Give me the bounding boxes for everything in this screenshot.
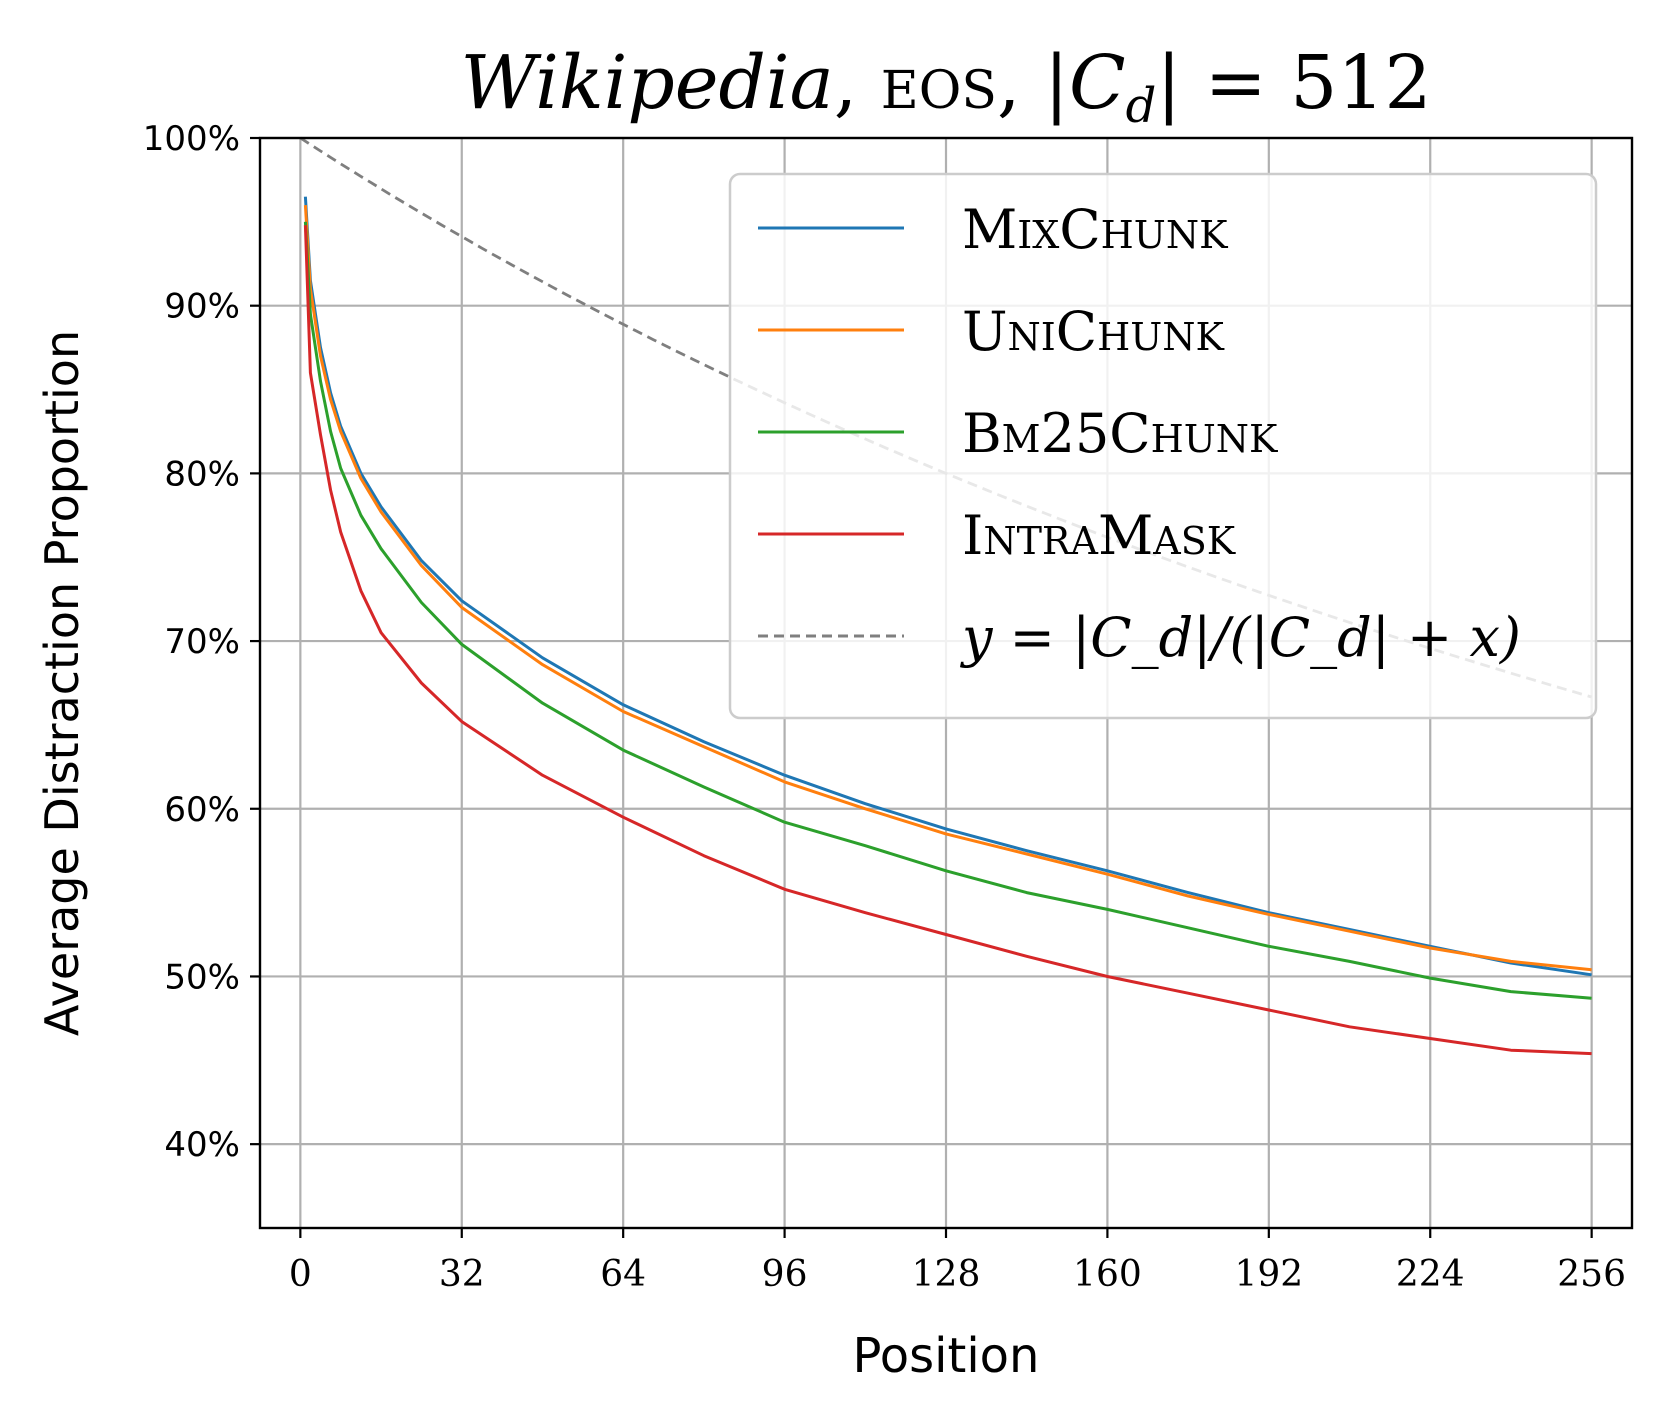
series-layer	[303, 196, 1592, 1056]
legend-label: IntraMask	[962, 504, 1236, 567]
title-smallcaps: eos	[881, 40, 997, 126]
x-tick-label: 32	[439, 1254, 485, 1295]
series-line-mixchunk	[303, 196, 1592, 977]
y-tick-label: 50%	[164, 957, 240, 997]
title-formula-end: | = 512	[1156, 40, 1431, 126]
x-axis: 0 32 64 96 128 160 192 224 256	[289, 1228, 1626, 1295]
y-tick-label: 60%	[164, 790, 240, 830]
series-line-intramask	[303, 225, 1592, 1056]
title-italic: Wikipedia	[460, 40, 833, 126]
y-axis-label: Average Distraction Proportion	[35, 330, 89, 1036]
series-line-bm25chunk	[303, 221, 1592, 1000]
x-tick-label: 160	[1073, 1254, 1142, 1295]
title-formula: |C	[1044, 40, 1126, 126]
x-axis-label: Position	[853, 1328, 1040, 1384]
y-tick-label: 90%	[164, 287, 240, 327]
y-tick-label: 100%	[143, 119, 240, 159]
title-sep-1: ,	[834, 40, 881, 126]
legend-label: UniChunk	[962, 300, 1225, 363]
legend-label: MixChunk	[962, 198, 1228, 261]
x-tick-label: 96	[762, 1254, 808, 1295]
y-tick-label: 70%	[164, 622, 240, 662]
x-tick-label: 128	[912, 1254, 981, 1295]
y-tick-label: 40%	[164, 1125, 240, 1165]
series-line-unichunk	[303, 205, 1592, 972]
legend-box	[728, 172, 1598, 720]
legend-label: y = |C_d|/(|C_d| + x)	[960, 606, 1521, 669]
x-tick-label: 192	[1234, 1254, 1303, 1295]
x-tick-label: 256	[1557, 1254, 1626, 1295]
legend: MixChunk UniChunk Bm25Chunk IntraMask y = |C…	[728, 172, 1598, 720]
legend-label: Bm25Chunk	[962, 402, 1278, 465]
chart-title: Wikipedia, eos, |Cd| = 512	[460, 40, 1431, 134]
title-formula-sub: d	[1126, 78, 1157, 134]
y-axis: 40% 50% 60% 70% 80% 90% 100%	[143, 119, 260, 1165]
title-sep-2: ,	[997, 40, 1044, 126]
x-tick-label: 64	[600, 1254, 646, 1295]
x-tick-label: 0	[289, 1254, 312, 1295]
y-tick-label: 80%	[164, 454, 240, 494]
x-tick-label: 224	[1396, 1254, 1465, 1295]
